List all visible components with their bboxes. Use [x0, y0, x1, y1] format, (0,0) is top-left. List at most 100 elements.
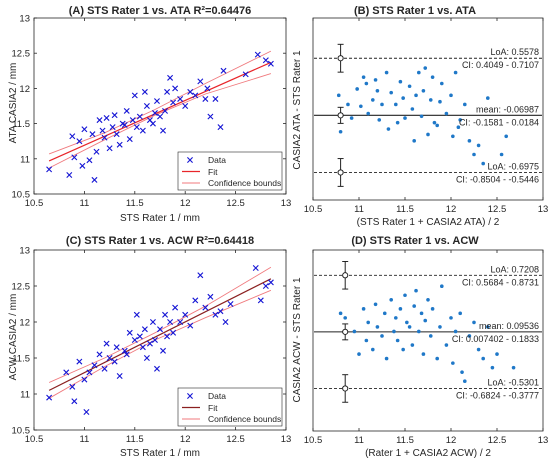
panel-a-xtick-label: 11	[79, 198, 89, 209]
panel-c-ytick-label: 11	[20, 390, 30, 401]
panel-c-data-point	[252, 265, 259, 271]
panel-d-data-point	[414, 288, 418, 293]
panel-d-data-point	[444, 343, 449, 347]
panel-a-legend-label: Confidence bounds	[208, 178, 281, 188]
panel-d-data-point	[357, 352, 361, 356]
panel-b-lower-loa-label: LoA: -0.6975	[487, 161, 539, 171]
panel-a-data-point	[131, 92, 138, 99]
panel-b-frame	[312, 17, 544, 201]
panel-a-xtick-label: 12	[180, 198, 191, 209]
panel-b-data-point	[375, 89, 380, 93]
panel-b-data-point	[407, 84, 412, 89]
panel-a-data-point	[126, 136, 133, 143]
panel-c-data-point	[133, 311, 140, 318]
panel-d-data-point	[371, 347, 375, 352]
panel-c-legend-label: Fit	[208, 403, 218, 413]
panel-c-data-point	[146, 340, 153, 347]
panel-a-data-point	[207, 113, 214, 120]
panel-c-legend-label: Confidence bounds	[208, 414, 281, 424]
panel-c-data-point	[121, 347, 128, 354]
panel-d: (D) STS Rater 1 vs. ACW 10.5 11 11.5 12 12.5…	[292, 235, 548, 459]
panel-c-data-point	[172, 304, 179, 311]
panel-a-upper-bound	[48, 50, 272, 155]
panel-c-data-point	[267, 279, 274, 286]
panel-a-data-point	[157, 113, 163, 120]
panel-a-data-point	[123, 107, 130, 114]
panel-b-data-point	[423, 66, 428, 70]
panel-a-data-point	[121, 122, 128, 128]
panel-d-data-point	[394, 316, 398, 320]
panel-d-data-point	[453, 329, 458, 334]
panel-a-data-point	[106, 145, 113, 152]
panel-a-data-point	[220, 67, 227, 74]
panel-a-data-point	[217, 124, 224, 131]
panel-b-data-point	[432, 120, 437, 125]
panel-b-data-point	[401, 96, 405, 100]
panel-c-data-point	[160, 347, 167, 354]
panel-d-lower-loa-label: LoA: -0.5301	[487, 377, 539, 387]
panel-a-plot-area: 10.5 11 11.5 12 12.5 13 10.5 11 11.5 12 12.5 13 Data…	[12, 14, 292, 210]
panel-c-upper-bound	[48, 266, 272, 383]
panel-d-data-point	[343, 316, 348, 320]
panel-c-data-point	[136, 333, 143, 340]
panel-b-xtick-label: 12	[446, 204, 457, 215]
panel-b-data-point	[403, 116, 407, 120]
panel-c-data-point	[139, 344, 146, 351]
panel-c-legend-label: Data	[208, 391, 226, 401]
panel-a-data-point	[81, 126, 88, 133]
panel-c-data-point	[153, 365, 160, 372]
panel-b-data-point	[336, 93, 341, 98]
panel-c-data-point	[123, 351, 130, 358]
panel-b-data-point	[398, 79, 403, 84]
panel-b-data-point	[476, 143, 481, 148]
panel-b-data-point	[355, 87, 359, 91]
panel-b-data-point	[481, 161, 486, 166]
panel-a-data-point	[133, 124, 140, 131]
panel-d-data-point	[366, 320, 371, 325]
panel-b: (B) STS Rater 1 vs. ATA 10.5 11 11.5 12 12.5…	[292, 5, 548, 228]
panel-d-data-point	[405, 320, 409, 325]
panel-b-upper-loa-marker	[337, 55, 344, 62]
panel-c-data-point	[187, 322, 194, 329]
panel-b-data-point	[359, 104, 363, 109]
panel-c-data-point	[182, 311, 189, 318]
panel-b-data-point	[440, 81, 444, 86]
panel-a-ytick-label: 13	[19, 14, 30, 25]
panel-c-data-point	[177, 319, 184, 325]
panel-a-data-point	[170, 99, 177, 106]
panel-a-legend-label: Data	[208, 155, 226, 165]
panel-b-mean-label: mean: -0.06987	[476, 104, 539, 114]
panel-c-data-point	[103, 340, 110, 347]
panel-c-ylabel: ACW CASIA2 / mm	[8, 294, 19, 381]
panel-d-data-point	[438, 325, 442, 329]
panel-b-xtick-label: 10.5	[304, 204, 323, 215]
panel-a-data-point	[162, 107, 169, 114]
panel-c-ytick-label: 12.5	[12, 282, 31, 293]
panel-d-xtick-label: 12	[446, 435, 457, 446]
panel-d-xtick-label: 10.5	[304, 435, 323, 446]
panel-d-data-point	[361, 307, 366, 311]
panel-d-data-point	[410, 343, 415, 347]
panel-d-xtick-label: 11.5	[396, 435, 414, 446]
panel-a-data-point	[153, 98, 160, 105]
panel-d-data-point	[373, 302, 378, 307]
panel-d-data-point	[352, 329, 357, 334]
panel-c-xtick-label: 10.5	[25, 434, 44, 445]
panel-b-data-point	[361, 75, 366, 79]
panel-a-ytick-label: 12.5	[12, 49, 31, 60]
panel-b-data-point	[346, 102, 350, 107]
panel-a-data-point	[113, 131, 120, 138]
panel-d-data-point	[440, 284, 444, 289]
panel-c-data-point	[262, 283, 269, 289]
panel-a-data-point	[99, 127, 106, 134]
panel-a-data-point	[139, 127, 146, 134]
panel-c-xtick-label: 11	[79, 434, 89, 445]
panel-d-data-point	[423, 318, 428, 323]
panel-b-data-point	[426, 132, 430, 137]
panel-b-data-point	[389, 90, 394, 95]
panel-d-data-point	[384, 356, 389, 361]
panel-a-data-point	[212, 95, 219, 102]
panel-d-xlabel: (Rater 1 + CASIA2 ACW) / 2	[365, 448, 491, 459]
panel-d-data-point	[495, 352, 499, 356]
panel-d-data-point	[412, 304, 417, 308]
